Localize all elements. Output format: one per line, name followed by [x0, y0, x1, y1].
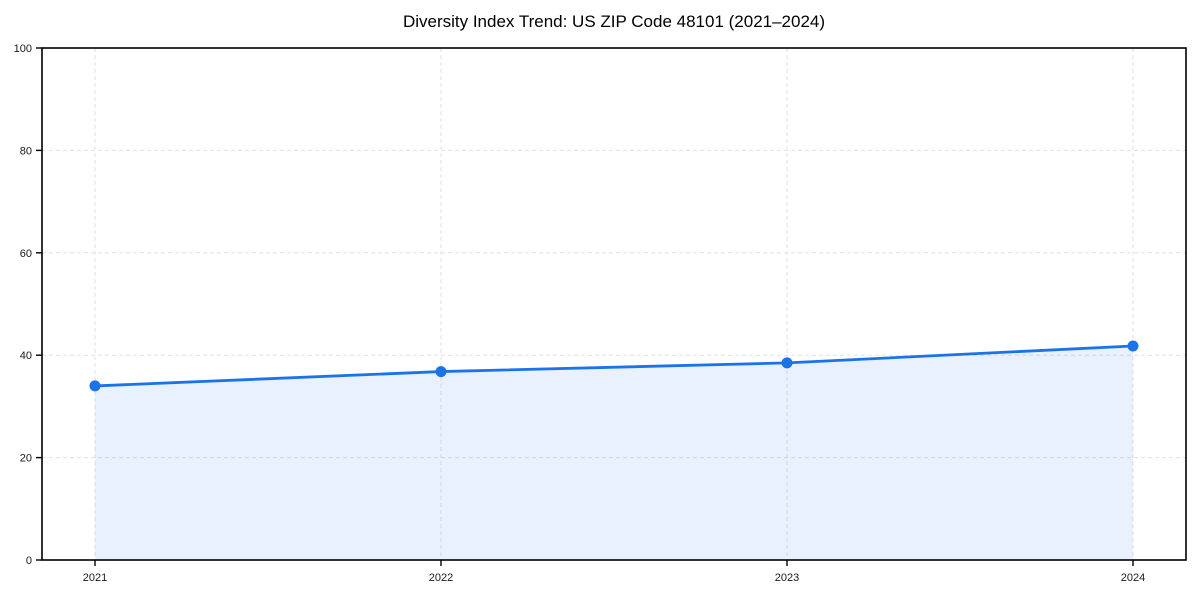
plot-frame [41, 47, 1187, 561]
area-fill [95, 345, 1133, 560]
y-tick-label: 60 [20, 248, 32, 260]
x-tick-label: 2023 [775, 572, 799, 584]
y-tick-label: 20 [20, 453, 32, 465]
trend-line [93, 344, 1135, 388]
axis-layer: 0 20 40 60 80 100 2021 2022 2023 2024 [14, 43, 1187, 584]
y-tick-label: 80 [20, 145, 32, 157]
x-tick-label: 2024 [1121, 572, 1145, 584]
y-tick-label: 100 [14, 43, 32, 55]
y-tick-label: 0 [26, 555, 32, 567]
series-layer [89, 340, 1139, 560]
data-point-marker [89, 380, 101, 392]
x-tick-label: 2021 [83, 572, 107, 584]
grid-layer [42, 48, 1186, 560]
chart-title: Diversity Index Trend: US ZIP Code 48101… [403, 12, 825, 31]
data-point-marker [781, 357, 793, 369]
x-tick-label: 2022 [429, 572, 453, 584]
data-point-marker [1127, 340, 1139, 352]
y-tick-label: 40 [20, 350, 32, 362]
data-point-marker [435, 366, 447, 378]
